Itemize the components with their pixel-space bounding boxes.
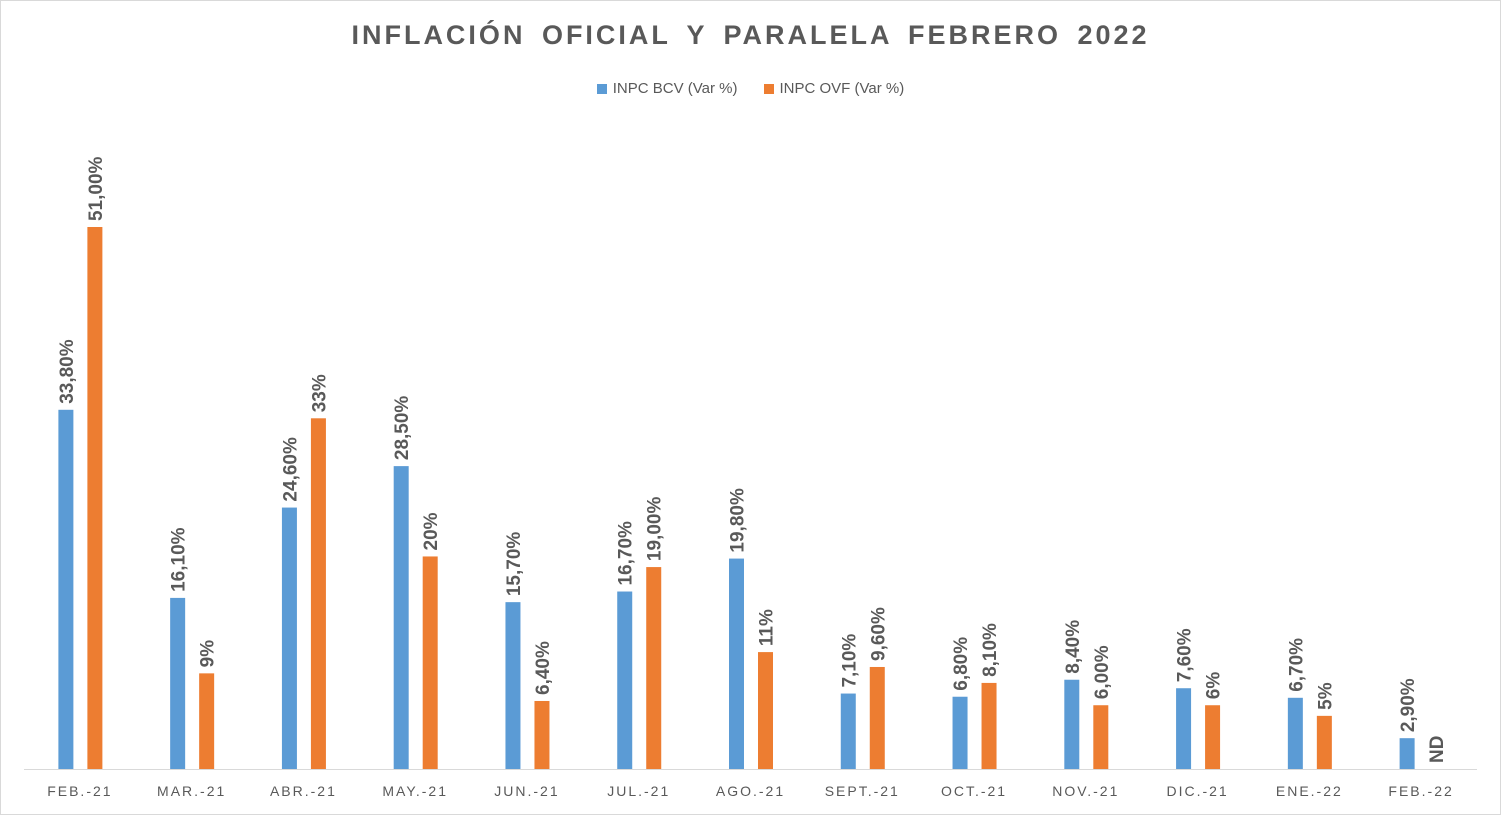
data-label-ovf-0: 51,00% (86, 156, 107, 221)
data-label-bcv-3: 28,50% (392, 396, 413, 461)
x-tick-label-1: MAR.-21 (157, 783, 226, 799)
data-label-ovf-4: 6,40% (533, 641, 554, 695)
bar-bcv-9 (1064, 679, 1080, 769)
legend-label-ovf: INPC OVF (Var %) (779, 80, 905, 97)
data-label-ovf-2: 33% (309, 374, 330, 412)
chart-title: INFLACIÓN OFICIAL Y PARALELA FEBRERO 202… (351, 20, 1150, 50)
data-label-ovf-1: 9% (198, 640, 219, 668)
bar-ovf-2 (310, 418, 326, 769)
data-label-ovf-11: 5% (1315, 682, 1336, 710)
legend-item-ovf: INPC OVF (Var %) (763, 80, 905, 97)
x-tick-label-6: AGO.-21 (716, 783, 785, 799)
data-label-ovf-12: ND (1427, 736, 1448, 763)
x-tick-label-0: FEB.-21 (47, 783, 112, 799)
bar-bcv-4 (505, 602, 521, 769)
bar-bcv-10 (1176, 688, 1192, 769)
x-tick-label-5: JUL.-21 (607, 783, 670, 799)
data-label-ovf-5: 19,00% (645, 497, 666, 562)
bar-bcv-2 (281, 507, 297, 769)
bar-ovf-9 (1093, 705, 1109, 769)
bar-bcv-5 (617, 591, 633, 769)
bar-ovf-11 (1316, 715, 1332, 769)
data-label-ovf-9: 6,00% (1092, 645, 1113, 699)
bar-bcv-6 (729, 558, 744, 769)
data-label-bcv-12: 2,90% (1398, 678, 1419, 732)
data-label-bcv-10: 7,60% (1175, 628, 1196, 682)
legend-swatch-bcv (596, 83, 607, 94)
data-label-bcv-7: 7,10% (839, 634, 860, 688)
bar-bcv-0 (58, 409, 74, 769)
bar-ovf-3 (422, 556, 438, 769)
data-label-bcv-1: 16,10% (169, 527, 190, 592)
bar-ovf-6 (758, 652, 773, 769)
x-tick-label-7: SEPT.-21 (825, 783, 900, 799)
x-tick-label-8: OCT.-21 (941, 783, 1007, 799)
legend-item-bcv: INPC BCV (Var %) (596, 80, 738, 97)
x-tick-label-11: ENE.-22 (1276, 783, 1343, 799)
data-label-bcv-9: 8,40% (1063, 620, 1084, 674)
legend-label-bcv: INPC BCV (Var %) (612, 80, 738, 97)
data-label-bcv-4: 15,70% (504, 532, 525, 597)
data-label-ovf-6: 11% (757, 609, 778, 646)
bar-bcv-12 (1399, 738, 1415, 769)
x-tick-label-10: DIC.-21 (1166, 783, 1228, 799)
x-tick-label-9: NOV.-21 (1052, 783, 1119, 799)
data-label-bcv-8: 6,80% (951, 637, 972, 691)
data-label-ovf-10: 6% (1204, 672, 1225, 700)
data-label-bcv-6: 19,80% (728, 488, 749, 553)
x-tick-label-3: MAY.-21 (382, 783, 448, 799)
data-label-bcv-2: 24,60% (280, 437, 301, 502)
x-tick-label-12: FEB.-22 (1388, 783, 1453, 799)
legend: INPC BCV (Var %) INPC OVF (Var %) (0, 80, 1501, 97)
data-label-ovf-3: 20% (421, 512, 442, 550)
bar-ovf-10 (1205, 705, 1221, 769)
data-label-ovf-7: 9,60% (868, 607, 889, 661)
bar-ovf-4 (534, 700, 550, 769)
bar-bcv-3 (393, 466, 409, 769)
bar-bcv-8 (952, 696, 968, 769)
bar-ovf-7 (869, 666, 885, 769)
legend-swatch-ovf (763, 83, 774, 94)
bar-ovf-1 (199, 673, 215, 769)
data-label-bcv-0: 33,80% (57, 339, 78, 404)
bar-bcv-11 (1287, 697, 1303, 769)
bar-bcv-1 (170, 597, 186, 769)
data-label-bcv-5: 16,70% (616, 521, 637, 586)
data-label-ovf-8: 8,10% (980, 623, 1001, 677)
bar-bcv-7 (840, 693, 856, 769)
data-label-bcv-11: 6,70% (1286, 638, 1307, 692)
bar-ovf-8 (981, 682, 997, 769)
x-tick-label-2: ABR.-21 (270, 783, 337, 799)
bar-ovf-0 (87, 227, 103, 769)
x-tick-label-4: JUN.-21 (494, 783, 559, 799)
bar-ovf-5 (646, 567, 662, 769)
